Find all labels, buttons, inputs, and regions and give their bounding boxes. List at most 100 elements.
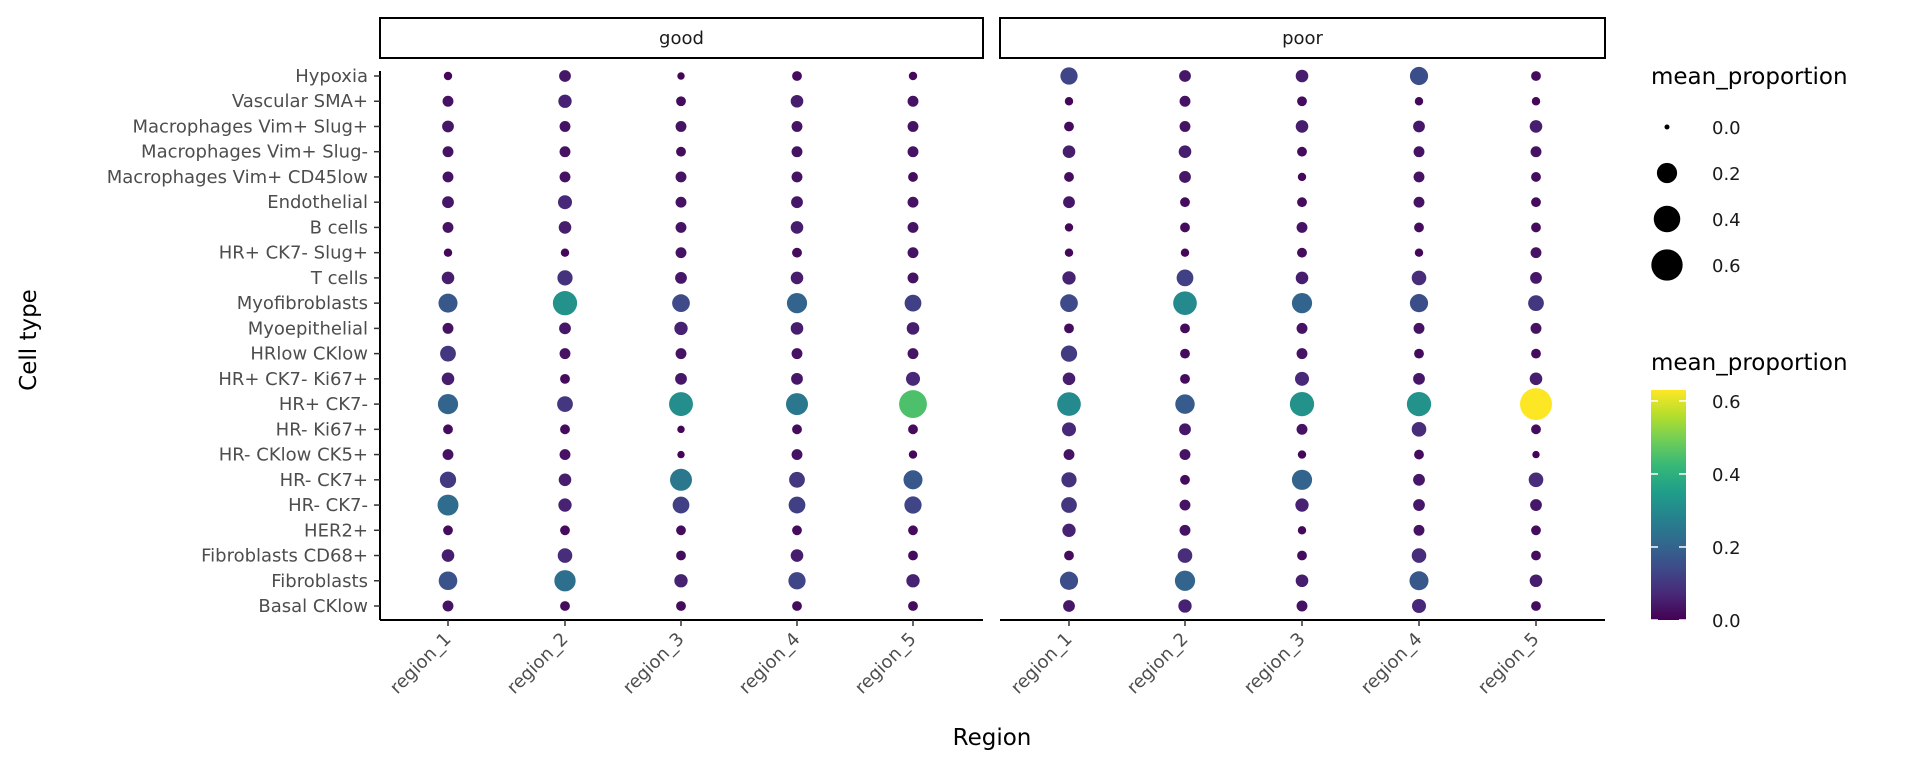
dot-poor-row6-region1 [1064, 223, 1074, 232]
dot-poor-row9-region1 [1060, 294, 1078, 313]
dot-good-row1-region2 [558, 94, 572, 108]
facet-strip [999, 17, 1606, 59]
dot-poor-row5-region5 [1531, 197, 1541, 208]
dot-good-row13-region3 [669, 392, 693, 417]
facet-label: poor [1282, 28, 1323, 49]
dot-good-row7-region5 [907, 247, 919, 259]
dot-good-row12-region3 [675, 372, 687, 385]
dot-poor-row11-region2 [1180, 348, 1190, 359]
dot-poor-row19-region2 [1177, 548, 1193, 563]
dot-poor-row4-region5 [1531, 172, 1541, 182]
color-legend-label: 0.2 [1712, 538, 1741, 559]
dot-poor-row15-region2 [1179, 449, 1191, 461]
x-tick-label: region_2 [503, 629, 573, 699]
y-tick-label: Macrophages Vim+ Slug+ [132, 116, 368, 137]
dot-poor-row5-region1 [1063, 196, 1075, 209]
dot-poor-row7-region2 [1180, 248, 1190, 257]
dot-poor-row20-region1 [1059, 571, 1079, 590]
y-tick-label: T cells [310, 268, 368, 289]
dot-poor-row12-region2 [1180, 373, 1190, 384]
dot-good-row13-region4 [786, 393, 808, 416]
dot-poor-row11-region5 [1531, 348, 1541, 359]
dot-poor-row21-region3 [1296, 600, 1308, 612]
dot-good-row2-region1 [442, 120, 454, 133]
dot-poor-row9-region2 [1173, 291, 1197, 315]
size-legend-label: 0.4 [1712, 210, 1741, 231]
dot-poor-row3-region5 [1530, 146, 1542, 158]
dot-good-row21-region5 [908, 601, 918, 611]
dot-poor-row8-region2 [1176, 269, 1194, 287]
dot-poor-row16-region2 [1180, 474, 1190, 485]
y-axis-title: Cell type [16, 289, 42, 391]
dot-poor-row19-region3 [1297, 550, 1307, 561]
dot-poor-row17-region5 [1530, 499, 1542, 511]
dot-good-row18-region2 [560, 525, 570, 536]
dot-poor-row7-region5 [1530, 247, 1542, 259]
dot-good-row12-region4 [791, 372, 803, 385]
x-tick-label: region_5 [851, 629, 921, 699]
dot-good-row13-region5 [899, 390, 927, 419]
dot-poor-row20-region4 [1409, 571, 1429, 591]
dot-poor-row11-region3 [1296, 348, 1308, 360]
color-legend-title: mean_proportion [1651, 350, 1848, 376]
dot-poor-row12-region4 [1413, 372, 1425, 385]
dot-good-row2-region5 [907, 121, 919, 132]
dot-good-row21-region3 [676, 601, 686, 611]
dot-poor-row21-region2 [1178, 599, 1192, 613]
y-tick-label: HR+ CK7- Slug+ [219, 243, 368, 264]
dot-poor-row0-region4 [1409, 66, 1429, 86]
y-tick-label: Myofibroblasts [237, 293, 368, 314]
dot-poor-row9-region3 [1291, 293, 1313, 314]
dot-good-row19-region4 [790, 549, 804, 562]
x-tick-label: region_1 [1007, 629, 1077, 699]
dot-good-row2-region2 [559, 121, 571, 132]
dot-poor-row14-region1 [1062, 422, 1076, 437]
dot-poor-row4-region2 [1179, 171, 1191, 183]
dot-poor-row10-region1 [1064, 323, 1074, 334]
dot-poor-row6-region4 [1414, 222, 1424, 233]
dot-poor-row15-region4 [1414, 449, 1424, 460]
dot-good-row8-region3 [675, 272, 687, 284]
dot-good-row17-region5 [904, 496, 922, 514]
y-tick-label: Macrophages Vim+ Slug- [141, 142, 368, 163]
dot-good-row9-region1 [438, 293, 458, 313]
dot-poor-row0-region3 [1295, 69, 1309, 83]
facet-label: good [659, 28, 704, 49]
dot-good-row20-region1 [438, 571, 458, 591]
dot-poor-row8-region5 [1530, 272, 1542, 284]
dot-good-row10-region3 [674, 321, 688, 336]
dot-poor-row13-region1 [1057, 392, 1081, 416]
dot-poor-row0-region2 [1179, 70, 1191, 82]
dot-poor-row7-region3 [1297, 247, 1307, 258]
dot-good-row16-region1 [439, 471, 457, 488]
dot-good-row6-region3 [675, 221, 687, 233]
dot-good-row7-region2 [560, 248, 570, 257]
dot-poor-row21-region5 [1531, 601, 1541, 611]
x-tick-label: region_5 [1474, 629, 1544, 699]
dot-poor-row16-region5 [1528, 472, 1544, 488]
dot-good-row15-region4 [791, 449, 803, 461]
dot-good-row17-region3 [672, 496, 690, 514]
dot-good-row12-region1 [441, 372, 455, 386]
dot-good-row9-region2 [552, 291, 578, 316]
dot-good-row4-region5 [908, 172, 918, 182]
dot-good-row1-region4 [790, 94, 804, 108]
y-tick-label: HR+ CK7- [279, 394, 368, 415]
dot-good-row10-region5 [906, 322, 920, 335]
dot-poor-row6-region5 [1531, 222, 1541, 233]
y-tick-label: Hypoxia [295, 66, 368, 87]
dot-good-row10-region2 [559, 322, 571, 335]
dot-good-row16-region4 [789, 471, 805, 488]
y-tick-label: HR+ CK7- Ki67+ [218, 369, 368, 390]
dot-poor-row10-region5 [1530, 322, 1542, 334]
dot-poor-row14-region2 [1179, 423, 1191, 436]
dot-poor-row18-region4 [1413, 524, 1425, 536]
dot-poor-row12-region1 [1062, 372, 1076, 386]
dot-poor-row11-region1 [1060, 345, 1078, 362]
dot-poor-row2-region2 [1179, 121, 1191, 132]
dot-poor-row6-region2 [1180, 222, 1190, 233]
dot-poor-row8-region1 [1062, 271, 1076, 285]
y-tick-label: B cells [310, 217, 368, 238]
dot-good-row16-region5 [903, 470, 923, 490]
dot-poor-row3-region4 [1413, 146, 1425, 158]
